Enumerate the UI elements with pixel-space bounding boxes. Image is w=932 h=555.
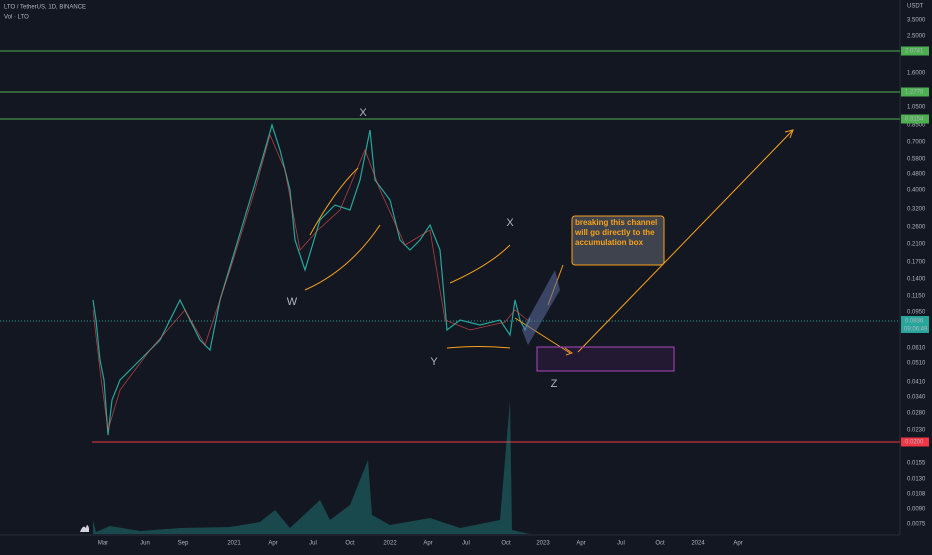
note: breaking this channel will go directly t… [575,218,658,247]
time-label: Jul [617,541,625,547]
time-label: 2022 [383,541,397,547]
countdown: 09:06:49 [904,327,928,333]
price-label: 0.1400 [907,277,926,283]
time-label: 2021 [227,541,241,547]
note-text: breaking this channel will go directly t… [575,218,658,247]
level-tag-label: 0.9154 [905,117,924,123]
price-label: 0.0230 [907,428,926,434]
wave-label: W [287,296,298,308]
last-price-tag [901,316,929,333]
symbol: LTO / TetherUS, 1D, BINANCE [4,5,86,11]
time-label: Sep [178,541,189,547]
price-path-down [92,133,531,431]
time-label: Oct [501,541,511,547]
price-label: 0.4000 [907,188,926,194]
time-label: Jul [462,541,470,547]
level-tag [901,437,929,447]
wave-label: X [506,217,514,229]
price-label: 0.0410 [907,380,926,386]
time-label: Apr [268,541,277,547]
price-label: 0.1700 [907,260,926,266]
note-box [571,215,665,266]
level-tag [901,114,929,124]
time-label: Jul [309,541,317,547]
price-label: 0.3200 [907,207,926,213]
price-label: 0.0340 [907,395,926,401]
logo [80,525,89,532]
price-label: 0.2600 [907,225,926,231]
level-tag [901,46,929,56]
level-tag-label: 1.2778 [905,90,924,96]
price-label: 0.0075 [907,522,926,528]
price-label: 0.0280 [907,411,926,417]
price-label: 0.7000 [907,140,926,146]
price-label: 0.1150 [907,294,926,300]
last-price: 0.0836 [905,319,924,325]
price-label: 0.0130 [907,477,926,483]
time-label: Oct [655,541,665,547]
price-label: 2.5000 [907,34,926,40]
time-label: Apr [733,541,742,547]
wave-label: Z [551,378,558,390]
time-label: Apr [576,541,585,547]
dynamic: LTO / TetherUS, 1D, BINANCE Vol · LTO USDT… [4,4,929,547]
price-label: 1.0500 [907,105,926,111]
time-label: Mar [98,541,108,547]
price-label: 0.0090 [907,507,926,513]
level-tag-label: 2.0741 [905,49,924,55]
price-label: 0.2100 [907,242,926,248]
price-label: 0.8500 [907,123,926,129]
time-label: 2024 [691,541,705,547]
time-label: 2023 [536,541,550,547]
price-label: 0.0950 [907,310,926,316]
price-label: 0.0108 [907,492,926,498]
wave-label: Y [430,356,438,368]
drawings [304,129,794,356]
level-tag [901,87,929,97]
indicator: Vol · LTO [4,15,29,21]
wave-label: X [359,107,367,119]
time-label: Apr [423,541,432,547]
price-label: 1.6000 [907,71,926,77]
price-label: 0.5800 [907,157,926,163]
price-label: 3.5000 [907,18,926,24]
time-label: Jun [140,541,150,547]
channel [522,270,560,345]
price-label: 0.0510 [907,361,926,367]
price-label: 0.4800 [907,172,926,178]
time-label: Oct [345,541,355,547]
price-path [92,122,531,436]
accumulation-box [536,346,675,372]
price-label: 0.0610 [907,346,926,352]
price-label: 0.0155 [907,461,926,467]
axis-unit: USDT [907,4,924,10]
level-tag-label: 0.0200 [905,440,924,446]
